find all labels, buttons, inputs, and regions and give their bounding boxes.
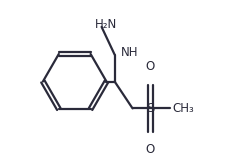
Text: O: O xyxy=(145,143,154,156)
Text: CH₃: CH₃ xyxy=(171,102,193,115)
Text: O: O xyxy=(145,60,154,73)
Text: S: S xyxy=(146,102,154,115)
Text: H₂N: H₂N xyxy=(94,18,117,31)
Text: NH: NH xyxy=(120,46,138,59)
